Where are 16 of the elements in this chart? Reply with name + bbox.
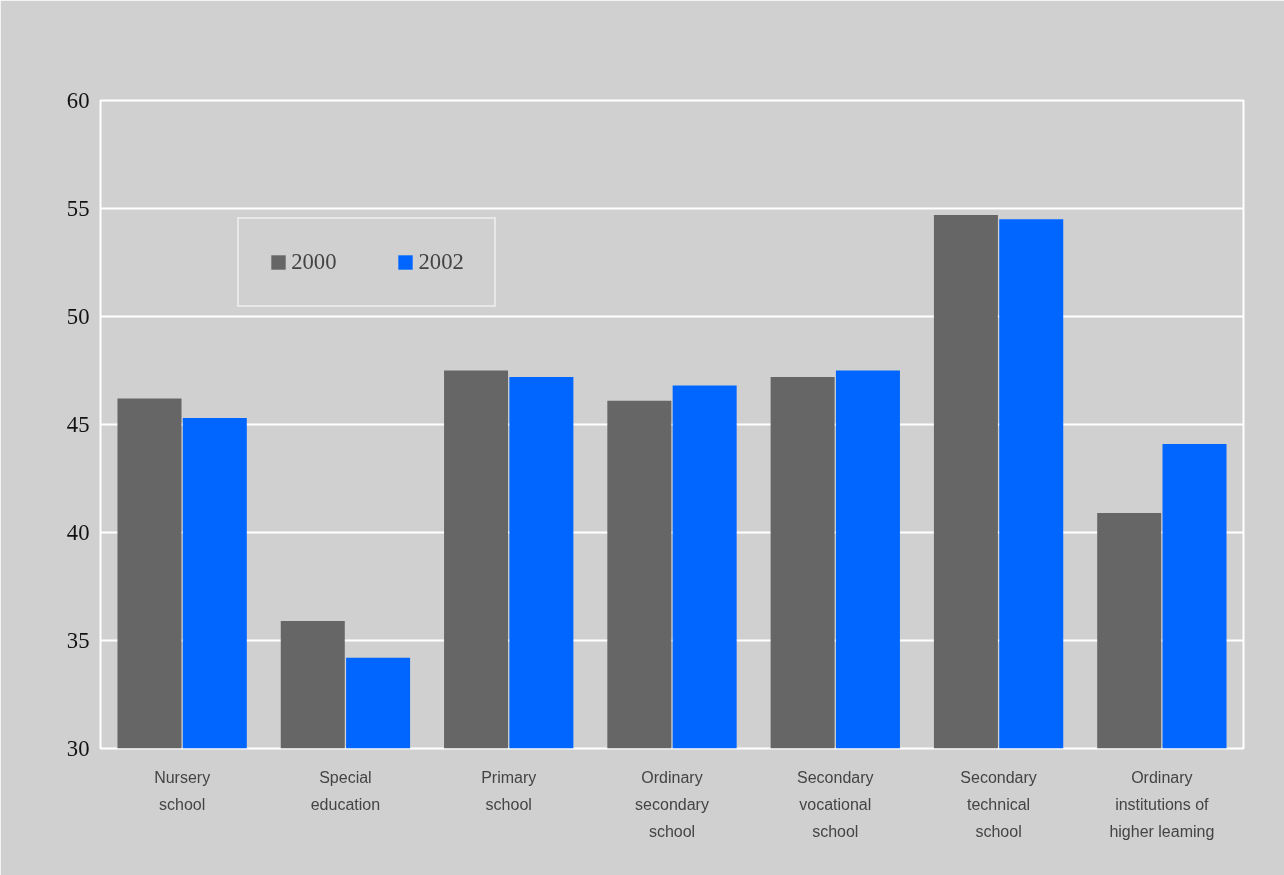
y-tick-label: 45 <box>66 412 90 437</box>
x-tick-label: Ordinary secondary school <box>635 768 709 840</box>
y-tick-label: 30 <box>66 736 90 761</box>
y-tick-label: 35 <box>66 628 90 653</box>
x-tick-label: Ordinary institutions of higher leaming <box>1109 768 1215 840</box>
y-tick-label: 60 <box>66 88 90 113</box>
x-tick-label: Primary school <box>481 768 537 813</box>
legend-label: 2000 <box>291 249 337 276</box>
x-tick-label: Special education <box>310 768 381 813</box>
y-tick-label: 55 <box>66 196 90 221</box>
x-tick-label: Nursery school <box>154 768 211 813</box>
y-tick-label: 40 <box>66 520 90 545</box>
x-tick-label: Secondary vocational school <box>797 768 874 840</box>
x-tick-label: Secondary technical school <box>960 768 1037 840</box>
legend-label: 2002 <box>418 249 464 276</box>
y-tick-label: 50 <box>66 304 90 329</box>
